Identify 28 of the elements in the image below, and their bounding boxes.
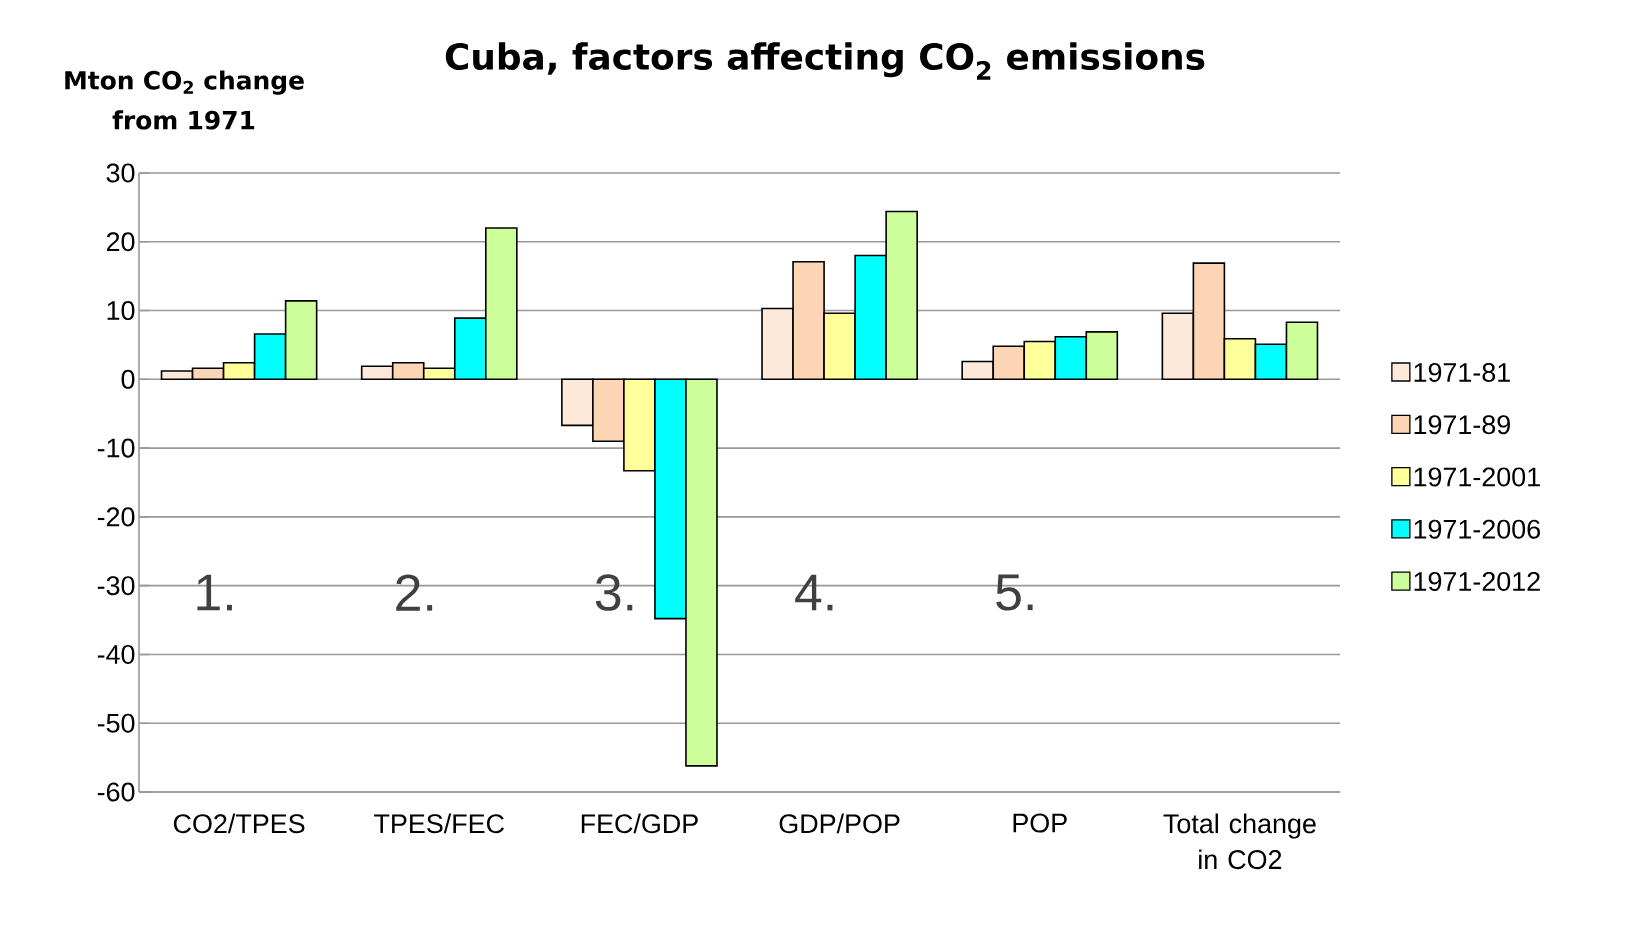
legend-label: 1971-89	[1414, 415, 1510, 435]
annotation: 4.	[795, 574, 833, 611]
y-tick-label: -10	[97, 438, 135, 458]
y-axis-title: Mton CO$_{2}$ change from 1971	[65, 70, 304, 130]
y-tick-label: -50	[97, 713, 135, 733]
legend-label: 1971-81	[1414, 362, 1510, 382]
annotation: 1.	[197, 574, 232, 611]
y-tick-label: -60	[97, 782, 135, 802]
y-tick-label: 20	[106, 232, 135, 252]
chart-title: Cuba, factors affecting CO$_{2}$ emissions	[445, 42, 1205, 80]
legend-label: 1971-2012	[1414, 571, 1540, 591]
x-tick-label: GDP/POP	[779, 813, 900, 834]
y-tick-label: -30	[97, 576, 135, 596]
annotation: 2.	[396, 574, 433, 611]
y-tick-label: -40	[97, 644, 135, 664]
y-tick-label: 10	[107, 301, 135, 321]
legend-label: 1971-2006	[1414, 519, 1540, 539]
annotation: 3.	[595, 574, 633, 611]
x-tick-label: POP	[1013, 813, 1067, 833]
y-tick-label: -20	[97, 507, 135, 527]
x-tick-label: Total change in CO2	[1163, 813, 1316, 870]
y-tick-label: 0	[121, 369, 135, 389]
x-tick-label: TPES/FEC	[374, 813, 505, 834]
x-tick-label: CO2/TPES	[173, 813, 305, 834]
x-tick-label: FEC/GDP	[581, 813, 698, 834]
annotation: 5.	[996, 574, 1033, 611]
y-tick-label: 30	[106, 163, 135, 183]
legend-label: 1971-2001	[1414, 467, 1540, 487]
